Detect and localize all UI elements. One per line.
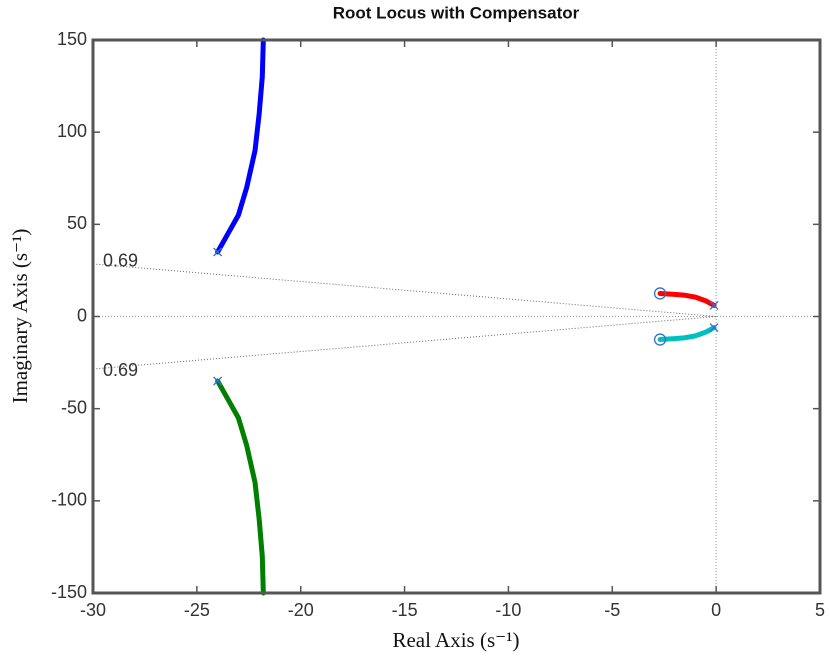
- damping-line: [92, 316, 717, 370]
- locus-branch: [215, 378, 266, 596]
- y-tick-label: 50: [67, 213, 87, 233]
- chart-title: Root Locus with Compensator: [333, 3, 580, 22]
- y-tick-label: -100: [51, 490, 87, 510]
- y-tick-label: 100: [57, 121, 87, 141]
- x-tick-label: -5: [604, 600, 620, 620]
- zero: [653, 333, 667, 346]
- pole: [709, 323, 719, 333]
- x-tick-label: -10: [495, 600, 521, 620]
- x-tick-label: 0: [711, 600, 721, 620]
- y-tick-label: 0: [77, 305, 87, 325]
- damping-label: 0.69: [103, 251, 138, 271]
- x-tick-label: -30: [80, 600, 106, 620]
- y-axis-label: Imaginary Axis (s⁻¹): [8, 229, 32, 404]
- x-axis-label: Real Axis (s⁻¹): [392, 628, 519, 652]
- x-tick-label: 5: [815, 600, 825, 620]
- y-tick-label: -150: [51, 582, 87, 602]
- x-tick-label: -25: [184, 600, 210, 620]
- damping-label: 0.69: [103, 360, 138, 380]
- locus-branch: [657, 325, 717, 343]
- plot-frame: [91, 38, 822, 595]
- damping-line: [92, 263, 717, 317]
- locus-branch: [657, 290, 717, 308]
- pole: [709, 300, 719, 310]
- locus-branch: [215, 37, 266, 255]
- x-tick-label: -20: [288, 600, 314, 620]
- x-tick-label: -15: [392, 600, 418, 620]
- pole: [213, 247, 223, 257]
- y-tick-label: 150: [57, 29, 87, 49]
- pole: [213, 376, 223, 386]
- zero: [653, 287, 667, 300]
- y-tick-label: -50: [61, 397, 87, 417]
